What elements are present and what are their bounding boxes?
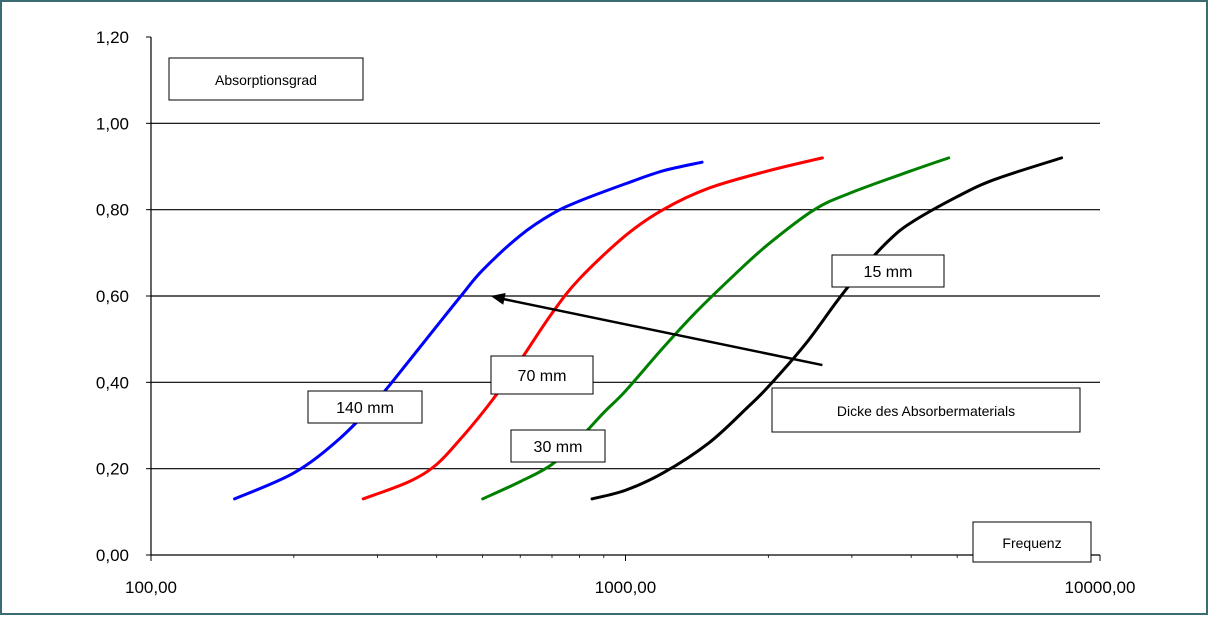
y-tick-label: 0,40 [96,373,129,392]
label-15mm-box [831,254,945,288]
arrow-line [500,297,823,367]
y-axis-title-text: Absorptionsgrad [215,72,317,88]
y-tick-label: 1,00 [96,114,129,133]
x-axis-title-text: Frequenz [1002,535,1061,551]
x-tick-label: 1000,00 [595,578,656,597]
x-tick-label: 10000,00 [1065,578,1136,597]
series-line-140-mm [233,160,704,501]
y-tick-label: 0,80 [96,201,129,220]
y-axis-title-box [168,57,364,101]
label-70mm: 70 mm [490,355,594,395]
arrow-layer [490,292,823,367]
y-tick-label: 0,20 [96,460,129,479]
label-70mm-text: 70 mm [518,368,567,385]
y-tick-label: 0,00 [96,546,129,565]
x-axis-title-box [972,521,1092,563]
y-axis-title: Absorptionsgrad [168,57,364,101]
series-line-70-mm [361,156,824,501]
label-thickness: Dicke des Absorbermaterials [771,387,1081,433]
series-layer [233,156,1064,501]
label-30mm-text: 30 mm [534,439,583,456]
series-line-15-mm [590,156,1064,501]
grid-layer [151,122,1100,470]
label-140mm: 140 mm [307,390,423,424]
label-70mm-box [490,355,594,395]
label-layer: Absorptionsgrad Frequenz 140 mm 70 mm 30 mm 1… [168,57,1092,563]
axes-layer: 0,00 0,20 0,40 0,60 0,80 1,00 1,20 100,00 1000,0… [96,28,1136,597]
y-tick-label: 1,20 [96,28,129,47]
arrowhead-icon [490,292,506,305]
x-tick-label: 100,00 [125,578,177,597]
label-140mm-box [307,390,423,424]
label-15mm: 15 mm [831,254,945,288]
label-15mm-text: 15 mm [864,264,913,281]
x-axis-title: Frequenz [972,521,1092,563]
y-tick-label: 0,60 [96,287,129,306]
label-thickness-box [771,387,1081,433]
label-thickness-text: Dicke des Absorbermaterials [837,403,1015,419]
label-30mm: 30 mm [510,429,606,463]
label-140mm-text: 140 mm [336,400,394,417]
label-30mm-box [510,429,606,463]
